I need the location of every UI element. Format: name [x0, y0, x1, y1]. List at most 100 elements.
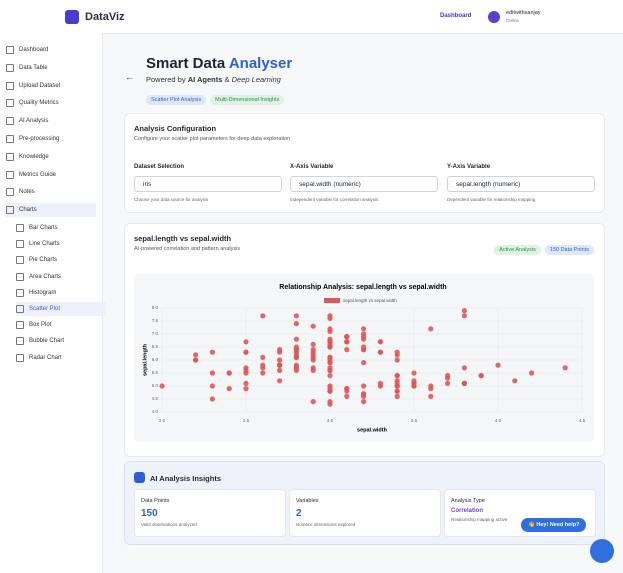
subtitle: Powered by AI Agents & Deep Learning	[146, 75, 281, 84]
icon	[16, 224, 24, 232]
sidebar-item[interactable]: Dashboard	[6, 43, 96, 57]
subtitle-em: Deep Learning	[231, 75, 281, 84]
help-button[interactable]: 👋 Hey! Need help?	[521, 518, 587, 532]
sidebar-item[interactable]: Box Plot	[16, 318, 106, 332]
label: Area Charts	[29, 273, 62, 280]
logo[interactable]	[65, 10, 79, 24]
card-title: sepal.length vs sepal.width	[134, 234, 232, 243]
field-label: Y-Axis Variable	[447, 164, 491, 170]
icon	[6, 152, 14, 161]
insight-label: Data Points	[141, 498, 170, 504]
page-title: Smart Data Analyser	[146, 55, 292, 72]
label: Histogram	[29, 289, 57, 296]
icon	[16, 288, 24, 297]
sidebar-item[interactable]: Knowledge	[6, 150, 96, 164]
insight-value: Correlation	[451, 508, 484, 514]
nav-link[interactable]: Dashboard	[440, 13, 472, 19]
sidebar-item[interactable]: Data Table	[6, 61, 96, 75]
field-help: Choose your data source for analysis	[134, 197, 209, 202]
label: Box Plot	[29, 322, 52, 329]
icon	[16, 272, 24, 281]
label: Scatter Plot	[29, 306, 61, 312]
insight-label: Variables	[296, 498, 319, 504]
insights-icon	[134, 472, 145, 483]
label: Line Charts	[29, 241, 60, 248]
select[interactable]: sepal.width (numeric)	[290, 176, 438, 192]
chart-panel	[134, 274, 594, 442]
insight-note: Numeric dimensions explored	[296, 522, 356, 527]
sidebar-item[interactable]: Charts	[6, 203, 96, 218]
sidebar: Dashboard Data Table Upload Dataset Quality…	[0, 33, 106, 573]
field-help: Dependent variable for relationship mapp…	[447, 197, 536, 202]
sidebar-item[interactable]: Histogram	[16, 286, 106, 300]
label: Radar Chart	[29, 354, 62, 361]
select[interactable]: iris	[134, 176, 282, 192]
label: Dashboard	[19, 47, 49, 53]
icon	[6, 46, 14, 54]
sidebar-item[interactable]: Metrics Guide	[6, 168, 96, 182]
label: Data Table	[19, 64, 48, 71]
brand[interactable]: DataViz	[85, 11, 125, 23]
label: AI Analysis	[19, 118, 49, 125]
sidebar-item[interactable]: Radar Chart	[16, 351, 106, 365]
label: Pre-processing	[19, 136, 60, 142]
label: Bar Charts	[29, 225, 58, 231]
sidebar-item[interactable]: Upload Dataset	[6, 79, 96, 93]
label: Upload Dataset	[19, 82, 61, 89]
icon	[16, 240, 24, 249]
label: Pie Charts	[29, 257, 58, 264]
label: Metrics Guide	[19, 171, 57, 178]
user-status: Online	[506, 18, 520, 23]
sidebar-item[interactable]: Bar Charts	[16, 221, 106, 235]
sidebar-item[interactable]: AI Analysis	[6, 114, 96, 128]
chart-card: sepal.length vs sepal.width AI-powered c…	[124, 223, 605, 457]
icon	[6, 81, 14, 90]
sidebar-item[interactable]: Line Charts	[16, 237, 106, 251]
card-subtitle: AI-powered correlation and pattern analy…	[134, 246, 241, 252]
back-arrow[interactable]: ←	[125, 72, 134, 82]
user-name[interactable]: editwithsanjay	[506, 10, 541, 16]
icon	[6, 188, 14, 197]
select[interactable]: sepal.length (numeric)	[447, 176, 595, 192]
label: Bubble Chart	[29, 338, 65, 345]
sidebar-item[interactable]: Bubble Chart	[16, 334, 106, 348]
insight-value: 2	[296, 508, 302, 519]
sidebar-item[interactable]: Scatter Plot	[16, 302, 106, 316]
field-label: Dataset Selection	[134, 164, 185, 170]
sidebar-item[interactable]: Notes	[6, 185, 96, 199]
icon	[16, 256, 24, 265]
chat-button[interactable]	[590, 539, 614, 563]
icon	[6, 63, 14, 72]
icon	[6, 135, 14, 143]
label: Notes	[19, 189, 35, 196]
sidebar-item[interactable]: Area Charts	[16, 270, 106, 284]
label: Quality Metrics	[19, 100, 59, 107]
chart-badges: Active Analysis 150 Data Points	[494, 238, 598, 256]
badge: 150 Data Points	[544, 245, 594, 255]
title-text: Smart Data	[146, 55, 226, 72]
label: Knowledge	[19, 153, 49, 160]
header	[0, 0, 623, 34]
hero-badges: Scatter Plot Analysis Multi-Dimensional I…	[146, 88, 288, 106]
sidebar-item[interactable]: Quality Metrics	[6, 96, 96, 110]
insight-label: Analysis Type	[451, 498, 485, 504]
card-title: AI Analysis Insights	[150, 474, 221, 483]
icon	[16, 337, 24, 346]
subtitle-amp: &	[224, 75, 230, 84]
avatar[interactable]	[488, 11, 500, 23]
field-label: X-Axis Variable	[290, 164, 334, 170]
subtitle-text: Powered by	[146, 75, 186, 84]
config-card: Analysis Configuration Configure your sc…	[124, 113, 605, 213]
badge: Active Analysis	[494, 245, 541, 255]
sidebar-item[interactable]: Pie Charts	[16, 253, 106, 267]
insight-value: 150	[141, 508, 158, 519]
icon	[16, 353, 24, 362]
badge: Multi-Dimensional Insights	[210, 95, 285, 105]
icon	[6, 206, 14, 215]
field-help: Independent variable for correlation ana…	[290, 197, 379, 202]
insight-note: Relationship mapping active	[451, 517, 508, 522]
icon	[6, 99, 14, 108]
subtitle-strong: AI Agents	[187, 75, 223, 84]
sidebar-item[interactable]: Pre-processing	[6, 132, 96, 146]
icon	[16, 305, 24, 313]
